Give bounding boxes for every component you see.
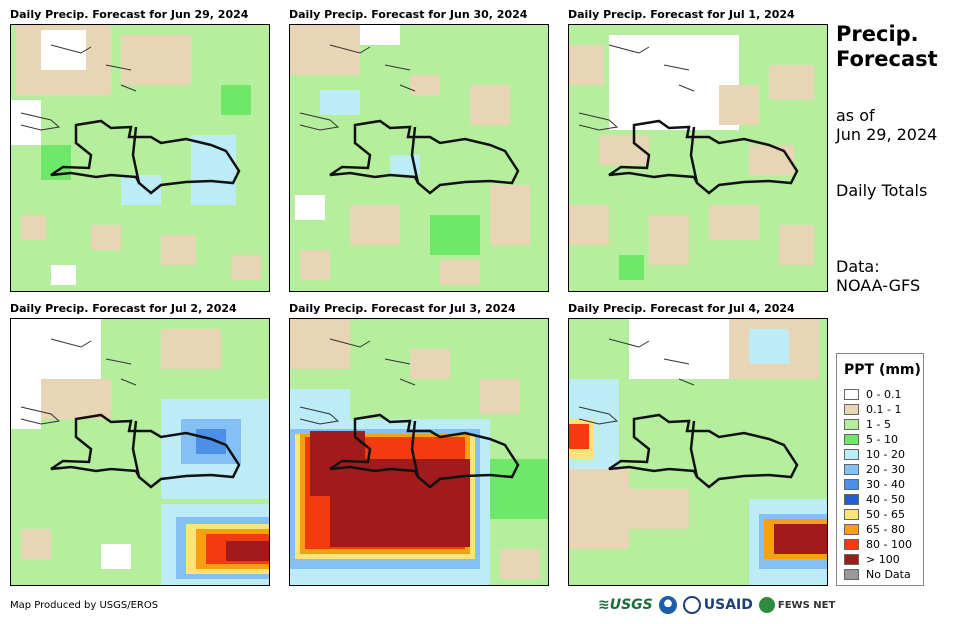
legend-label: 30 - 40 xyxy=(866,478,905,491)
legend-swatch xyxy=(844,419,859,430)
island-outline xyxy=(50,413,241,489)
legend-swatch xyxy=(844,554,859,565)
coastline xyxy=(20,44,137,131)
data-source-label: Data: xyxy=(836,257,880,276)
data-source: Data: NOAA-GFS xyxy=(836,257,920,295)
legend-label: 0.1 - 1 xyxy=(866,403,902,416)
legend-label: 5 - 10 xyxy=(866,433,898,446)
legend-swatch xyxy=(844,494,859,505)
legend-label: 65 - 80 xyxy=(866,523,905,536)
precip-field xyxy=(11,25,269,291)
island-outline xyxy=(608,413,799,489)
partner-logos: ≋USGS USAID FEWS NET xyxy=(598,596,835,614)
legend-label: 50 - 65 xyxy=(866,508,905,521)
coastline xyxy=(299,44,416,131)
legend-label: 40 - 50 xyxy=(866,493,905,506)
legend-label: 10 - 20 xyxy=(866,448,905,461)
legend-label: 20 - 30 xyxy=(866,463,905,476)
forecast-map-6 xyxy=(568,318,828,586)
legend-item: 80 - 100 xyxy=(844,538,912,551)
island-outline xyxy=(50,119,241,195)
legend-item: 5 - 10 xyxy=(844,433,898,446)
legend-swatch xyxy=(844,539,859,550)
legend-item: 1 - 5 xyxy=(844,418,891,431)
legend-swatch xyxy=(844,479,859,490)
legend-item: No Data xyxy=(844,568,911,581)
precip-field xyxy=(569,319,827,585)
fews-globe-icon xyxy=(758,597,775,613)
legend-item: 65 - 80 xyxy=(844,523,905,536)
precip-field xyxy=(290,319,548,585)
precip-field xyxy=(569,25,827,291)
data-source-value: NOAA-GFS xyxy=(836,276,921,295)
ppt-legend: PPT (mm) 0 - 0.1 0.1 - 1 1 - 5 5 - 10 10 - 2… xyxy=(836,353,924,586)
coastline xyxy=(578,338,695,425)
island-outline xyxy=(608,119,799,195)
legend-item: 30 - 40 xyxy=(844,478,905,491)
usaid-logo: USAID xyxy=(703,597,753,613)
map-credit: Map Produced by USGS/EROS xyxy=(10,600,159,611)
side-title-line2: Forecast xyxy=(836,47,938,71)
forecast-map-3 xyxy=(568,24,828,292)
panel-title-1: Daily Precip. Forecast for Jun 29, 2024 xyxy=(10,8,249,21)
forecast-map-5 xyxy=(289,318,549,586)
fews-net-logo: FEWS NET xyxy=(777,599,836,611)
usgs-logo: ≋USGS xyxy=(598,597,653,613)
coastline xyxy=(299,338,416,425)
panel-title-3: Daily Precip. Forecast for Jul 1, 2024 xyxy=(568,8,795,21)
as-of-label: as of xyxy=(836,106,875,125)
forecast-map-1 xyxy=(10,24,270,292)
legend-swatch xyxy=(844,464,859,475)
legend-label: 0 - 0.1 xyxy=(866,388,902,401)
legend-item: > 100 xyxy=(844,553,900,566)
legend-item: 0.1 - 1 xyxy=(844,403,901,416)
coastline xyxy=(578,44,695,131)
coastline xyxy=(20,338,137,425)
legend-label: 80 - 100 xyxy=(866,538,912,551)
legend-title: PPT (mm) xyxy=(844,362,921,378)
legend-label: No Data xyxy=(866,568,911,581)
side-title: Precip. Forecast xyxy=(836,22,938,72)
legend-item: 40 - 50 xyxy=(844,493,905,506)
panel-title-6: Daily Precip. Forecast for Jul 4, 2024 xyxy=(568,302,795,315)
panel-title-5: Daily Precip. Forecast for Jul 3, 2024 xyxy=(289,302,516,315)
panel-title-4: Daily Precip. Forecast for Jul 2, 2024 xyxy=(10,302,237,315)
precip-field xyxy=(11,319,269,585)
legend-item: 20 - 30 xyxy=(844,463,905,476)
side-title-line1: Precip. xyxy=(836,22,919,46)
usaid-seal-icon xyxy=(682,596,701,614)
precip-field xyxy=(290,25,548,291)
legend-item: 0 - 0.1 xyxy=(844,388,901,401)
legend-swatch xyxy=(844,404,859,415)
daily-totals-label: Daily Totals xyxy=(836,181,928,200)
island-outline xyxy=(329,413,520,489)
legend-label: 1 - 5 xyxy=(866,418,891,431)
island-outline xyxy=(329,119,520,195)
panel-title-2: Daily Precip. Forecast for Jun 30, 2024 xyxy=(289,8,528,21)
forecast-map-4 xyxy=(10,318,270,586)
legend-swatch xyxy=(844,434,859,445)
legend-item: 10 - 20 xyxy=(844,448,905,461)
legend-swatch xyxy=(844,569,859,580)
legend-swatch xyxy=(844,509,859,520)
as-of-value: Jun 29, 2024 xyxy=(836,125,938,144)
forecast-map-2 xyxy=(289,24,549,292)
legend-label: > 100 xyxy=(866,553,900,566)
as-of-date: as of Jun 29, 2024 xyxy=(836,106,937,144)
legend-swatch xyxy=(844,449,859,460)
noaa-logo xyxy=(658,596,677,614)
legend-item: 50 - 65 xyxy=(844,508,905,521)
legend-swatch xyxy=(844,389,859,400)
legend-swatch xyxy=(844,524,859,535)
